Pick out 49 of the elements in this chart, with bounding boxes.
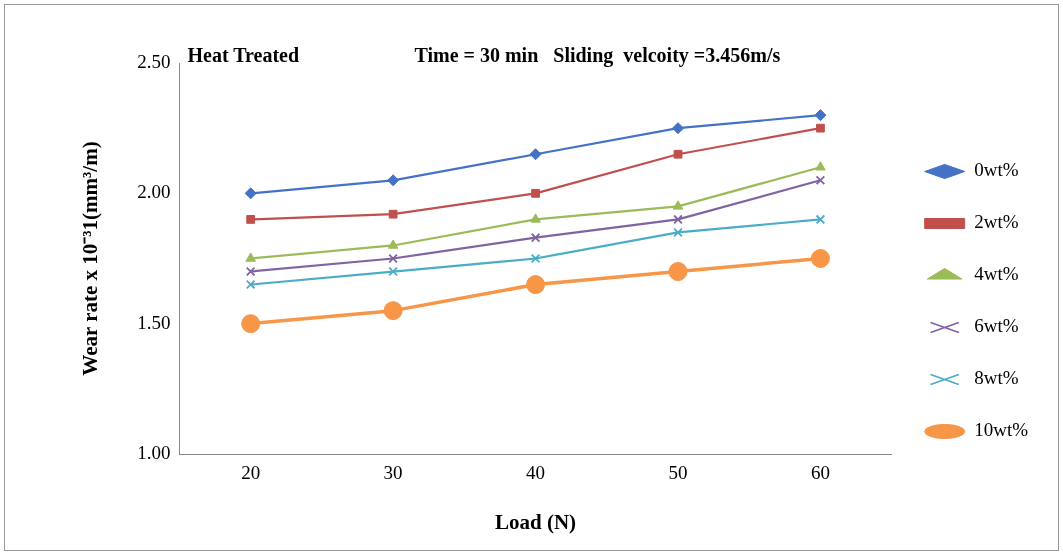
point bbox=[383, 301, 403, 321]
x-tick-label: 30 bbox=[383, 462, 403, 484]
annotation: Time = 30 min Sliding velcoity =3.456m/s bbox=[414, 44, 781, 68]
legend-label: 10wt% bbox=[974, 419, 1029, 441]
x-axis-title: Load (N) bbox=[495, 509, 577, 534]
y-tick-label: 1.50 bbox=[137, 311, 171, 333]
legend-label: 2wt% bbox=[974, 211, 1019, 233]
point bbox=[246, 215, 256, 224]
point bbox=[529, 148, 542, 161]
point bbox=[815, 214, 826, 225]
point bbox=[241, 314, 261, 334]
point bbox=[530, 213, 541, 223]
point bbox=[673, 149, 683, 159]
x-tick-label: 60 bbox=[810, 462, 830, 484]
legend-label: 6wt% bbox=[974, 315, 1019, 337]
point bbox=[672, 122, 685, 135]
legend-label: 4wt% bbox=[974, 263, 1019, 285]
point bbox=[810, 249, 830, 268]
point bbox=[245, 279, 256, 290]
point bbox=[245, 266, 256, 277]
legend-label: 0wt% bbox=[974, 159, 1019, 181]
point bbox=[673, 214, 683, 225]
point bbox=[673, 227, 683, 238]
x-tick-label: 20 bbox=[241, 462, 261, 484]
annotation: Heat Treated bbox=[187, 44, 300, 67]
point bbox=[814, 109, 827, 122]
point bbox=[815, 161, 826, 171]
legend-label: 8wt% bbox=[974, 367, 1019, 389]
x-tick-label: 40 bbox=[526, 462, 546, 484]
point bbox=[668, 262, 688, 282]
point bbox=[244, 187, 257, 200]
point bbox=[245, 252, 256, 262]
point bbox=[388, 209, 398, 219]
point bbox=[388, 266, 398, 277]
point bbox=[815, 175, 826, 186]
x-tick-label: 50 bbox=[668, 462, 688, 484]
y-axis-title: Wear rate x 10⁻³1(mm³/m) bbox=[78, 141, 103, 376]
point bbox=[672, 200, 684, 210]
y-tick-label: 2.00 bbox=[137, 181, 171, 203]
point bbox=[531, 188, 540, 198]
point bbox=[526, 275, 546, 295]
point bbox=[387, 174, 400, 187]
point bbox=[387, 239, 399, 249]
y-tick-label: 1.00 bbox=[137, 441, 171, 463]
point bbox=[388, 253, 398, 264]
point bbox=[816, 123, 825, 133]
y-tick-label: 2.50 bbox=[137, 50, 171, 72]
point bbox=[530, 232, 541, 243]
point bbox=[530, 253, 541, 264]
